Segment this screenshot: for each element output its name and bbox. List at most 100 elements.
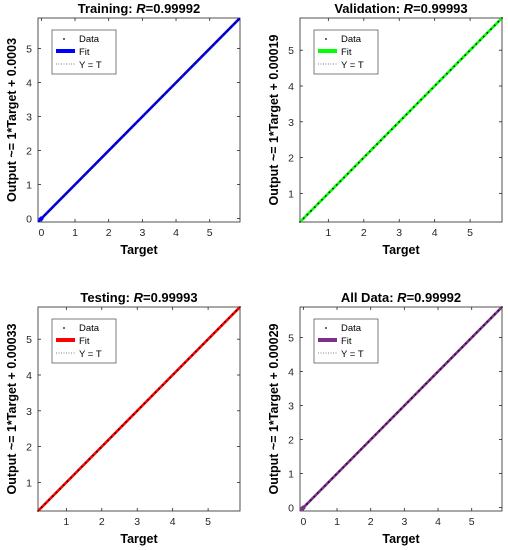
data-point — [353, 455, 355, 458]
x-tick-label: 3 — [401, 516, 407, 528]
data-point — [158, 98, 161, 101]
y-tick-label: 2 — [26, 442, 32, 454]
legend-fit-label: Fit — [341, 47, 352, 58]
title-prefix: Testing: — [80, 290, 133, 305]
data-point — [132, 413, 135, 416]
data-point — [482, 35, 485, 38]
data-point — [87, 170, 89, 173]
data-point — [365, 154, 368, 157]
data-point — [428, 379, 431, 381]
data-point — [69, 188, 71, 191]
data-point — [409, 109, 412, 112]
title-r-value: =0.99992 — [146, 1, 201, 16]
data-point — [37, 510, 39, 512]
title-prefix: Validation: — [334, 1, 403, 16]
data-point — [220, 324, 223, 327]
x-tick-label: 3 — [134, 516, 140, 528]
data-point — [346, 172, 349, 175]
y-tick-label: 4 — [26, 78, 32, 90]
data-point — [461, 346, 464, 349]
data-point — [339, 180, 342, 183]
data-point — [209, 335, 212, 338]
data-point — [137, 120, 139, 122]
data-point — [230, 26, 233, 28]
x-tick-label: 2 — [368, 516, 374, 528]
validation-panel: 1 2 3 4 5 1 2 3 4 5 Data Fit Y = T Validation: R=0.99… — [267, 1, 503, 257]
data-point — [423, 94, 426, 97]
data-point — [335, 184, 338, 186]
legend-fit-label: Fit — [79, 47, 90, 58]
data-point — [471, 46, 474, 49]
x-tick-label: 3 — [139, 227, 145, 239]
data-point — [99, 447, 102, 449]
data-point — [438, 80, 441, 82]
data-point — [150, 395, 153, 397]
data-point — [309, 499, 312, 502]
x-axis-label: Target — [120, 532, 158, 546]
data-point — [432, 375, 435, 378]
data-point — [172, 372, 175, 375]
data-point — [332, 187, 334, 190]
data-point — [420, 98, 423, 101]
y-tick-label: 5 — [26, 44, 32, 56]
data-point — [205, 51, 207, 54]
data-point — [403, 404, 406, 407]
x-tick-label: 2 — [106, 227, 112, 239]
data-point — [147, 398, 150, 401]
legend: Data Fit Y = T — [313, 29, 379, 75]
data-point — [418, 389, 420, 392]
y-tick-label: 5 — [26, 334, 32, 346]
data-point — [77, 469, 80, 472]
y-tick-label: 2 — [26, 146, 32, 158]
y-tick-label: 0 — [26, 214, 32, 226]
data-point — [94, 163, 96, 166]
title-r-symbol: R — [134, 290, 144, 305]
data-point — [228, 317, 230, 320]
data-point — [490, 317, 493, 319]
legend-fit-label: Fit — [79, 336, 90, 347]
data-point — [55, 491, 58, 494]
legend-identity-label: Y = T — [341, 349, 364, 360]
data-point — [454, 353, 456, 356]
y-tick-label: 3 — [26, 406, 32, 418]
data-point — [136, 409, 139, 412]
data-point — [501, 306, 503, 308]
data-point — [126, 130, 129, 133]
legend-data-marker — [63, 327, 65, 329]
data-point — [356, 451, 359, 454]
title-prefix: All Data: — [341, 290, 397, 305]
chart-title: Testing: R=0.99993 — [80, 290, 197, 305]
data-point — [224, 320, 227, 323]
data-point — [51, 206, 54, 209]
data-point — [128, 417, 131, 420]
data-point — [51, 495, 54, 498]
data-point — [62, 484, 65, 486]
data-point — [44, 502, 47, 505]
data-point — [110, 435, 113, 438]
data-point — [115, 141, 118, 144]
data-point — [47, 210, 50, 213]
data-point — [213, 332, 216, 334]
data-point — [381, 426, 384, 429]
data-point — [497, 309, 500, 312]
legend-data-label: Data — [341, 34, 362, 45]
data-point — [92, 454, 94, 457]
data-point — [61, 196, 64, 198]
y-tick-label: 5 — [288, 333, 294, 345]
data-point — [202, 343, 205, 345]
data-point — [239, 306, 241, 308]
data-point — [497, 20, 500, 23]
title-r-symbol: R — [404, 1, 414, 16]
data-point — [180, 365, 183, 368]
data-point — [396, 411, 399, 414]
data-point — [316, 492, 319, 494]
data-point — [183, 73, 186, 75]
data-point — [475, 43, 478, 45]
y-tick-label: 1 — [26, 477, 32, 489]
data-point — [446, 72, 448, 75]
data-point — [235, 309, 238, 312]
data-point — [195, 350, 197, 353]
data-point — [122, 134, 125, 137]
data-point — [321, 198, 323, 201]
data-point — [208, 47, 211, 50]
